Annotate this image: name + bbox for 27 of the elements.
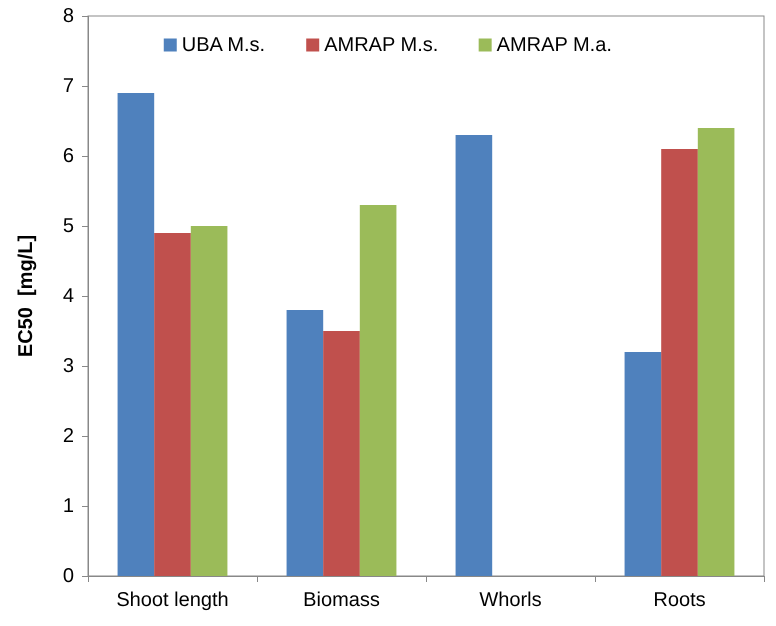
y-tick-label: 7 [62, 75, 74, 97]
y-tick-label: 5 [62, 215, 74, 237]
y-tick-label: 2 [62, 425, 74, 447]
bar [624, 352, 662, 576]
x-tick-label: Whorls [479, 589, 542, 611]
y-tick-label: 4 [62, 285, 74, 307]
bar [118, 93, 154, 576]
y-axis-title: EC50 [mg/L] [15, 234, 37, 358]
bar [154, 233, 191, 576]
bar [456, 135, 492, 576]
bar [286, 310, 324, 576]
y-tick-label: 6 [62, 145, 74, 167]
bar [661, 149, 698, 576]
x-tick-label: Shoot length [116, 589, 229, 611]
x-tick-label: Biomass [303, 589, 380, 611]
y-tick-label: 8 [62, 5, 74, 27]
bar [360, 205, 396, 576]
legend-label: AMRAP M.a. [496, 34, 612, 56]
y-tick-label: 0 [62, 565, 74, 587]
bar [190, 226, 228, 576]
x-tick-label: Roots [653, 589, 706, 611]
legend-label: AMRAP M.s. [324, 34, 438, 56]
y-tick-label: 3 [62, 355, 74, 377]
bar [698, 128, 734, 576]
legend-label: UBA M.s. [182, 34, 266, 56]
bar [323, 331, 360, 576]
y-tick-label: 1 [62, 495, 74, 517]
